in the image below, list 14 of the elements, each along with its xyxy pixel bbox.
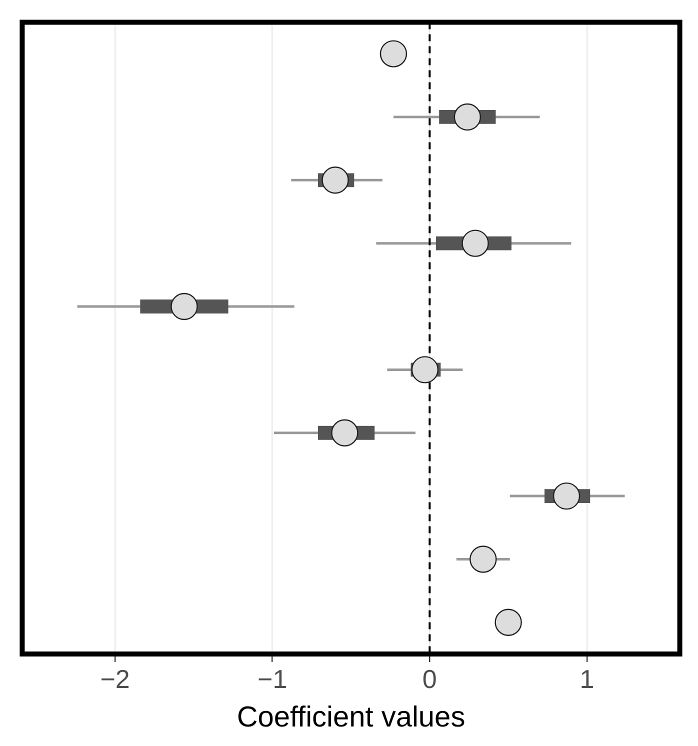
point bbox=[552, 482, 580, 510]
x-tick-label: −2 bbox=[100, 664, 130, 694]
point bbox=[454, 103, 482, 131]
point bbox=[331, 419, 358, 446]
point bbox=[170, 292, 198, 320]
point bbox=[322, 166, 349, 194]
x-tick-label: −1 bbox=[258, 664, 288, 694]
x-axis-title: Coefficient values bbox=[236, 702, 466, 734]
point bbox=[462, 230, 489, 257]
point bbox=[380, 40, 408, 68]
point bbox=[494, 608, 522, 636]
x-tick-label: 1 bbox=[580, 664, 594, 694]
x-tick-label: 0 bbox=[422, 664, 437, 694]
point bbox=[470, 546, 497, 573]
